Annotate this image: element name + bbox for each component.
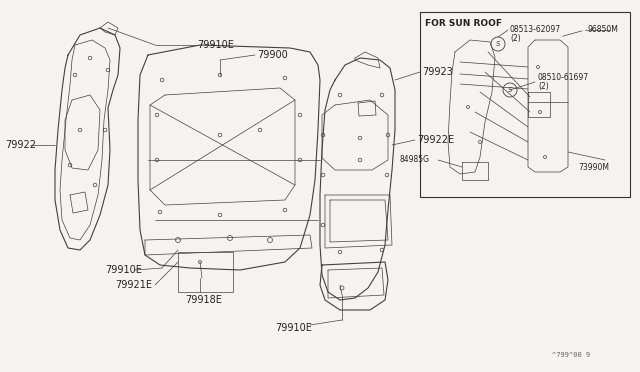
Text: 08513-62097: 08513-62097 [510, 26, 561, 35]
Text: 84985G: 84985G [400, 155, 430, 164]
Text: FOR SUN ROOF: FOR SUN ROOF [425, 19, 502, 29]
Text: 73990M: 73990M [578, 163, 609, 171]
Text: 08510-61697: 08510-61697 [538, 73, 589, 81]
Text: ^799^00 9: ^799^00 9 [552, 352, 590, 358]
Text: 79923: 79923 [422, 67, 453, 77]
Text: 96850M: 96850M [588, 26, 619, 35]
Text: 79918E: 79918E [185, 295, 222, 305]
Text: 79910E: 79910E [105, 265, 142, 275]
Text: 79900: 79900 [257, 50, 288, 60]
Text: S: S [496, 41, 500, 47]
Bar [420, 12, 630, 197]
Text: 79910E: 79910E [275, 323, 312, 333]
Text: 79922: 79922 [5, 140, 36, 150]
Text: (2): (2) [538, 81, 548, 90]
Text: S: S [508, 87, 512, 93]
Text: (2): (2) [510, 35, 521, 44]
Text: 79921E: 79921E [115, 280, 152, 290]
Text: 79910E: 79910E [197, 40, 234, 50]
Text: 79922E: 79922E [417, 135, 454, 145]
Bar [178, 252, 233, 292]
